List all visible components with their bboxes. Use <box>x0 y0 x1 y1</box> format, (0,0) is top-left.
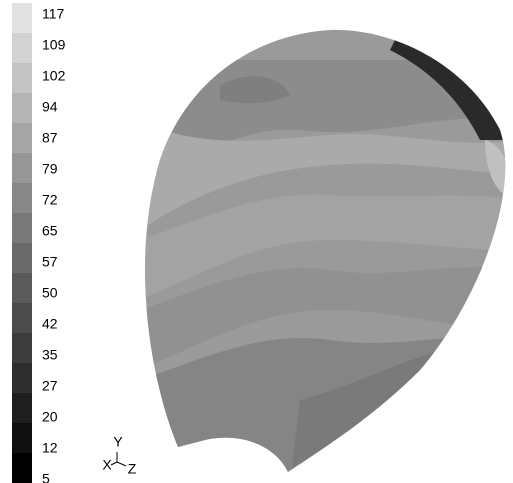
legend-label: 35 <box>42 347 58 363</box>
legend-swatch <box>12 33 32 63</box>
legend-label: 94 <box>42 99 58 115</box>
triad-line <box>117 462 126 466</box>
legend-label: 109 <box>42 37 66 53</box>
legend-label: 87 <box>42 130 58 146</box>
legend-swatch <box>12 273 32 303</box>
triad-line <box>111 462 117 465</box>
legend-swatch <box>12 363 32 393</box>
axis-triad: Y X Z <box>102 434 136 477</box>
triad-label: Z <box>128 461 137 477</box>
legend-label: 20 <box>42 409 58 425</box>
surface <box>140 30 513 483</box>
legend-label: 79 <box>42 161 58 177</box>
legend-swatch <box>12 393 32 423</box>
legend-label: 72 <box>42 192 58 208</box>
legend-label: 57 <box>42 254 58 270</box>
triad-label: X <box>102 457 112 473</box>
legend-swatch <box>12 183 32 213</box>
legend-label: 5 <box>42 471 50 483</box>
legend-swatch <box>12 213 32 243</box>
legend-swatch <box>12 333 32 363</box>
legend-label: 27 <box>42 378 58 394</box>
legend-label: 102 <box>42 68 66 84</box>
legend-swatch <box>12 243 32 273</box>
legend-swatch <box>12 123 32 153</box>
triad-label: Y <box>113 434 123 450</box>
legend-swatch <box>12 93 32 123</box>
legend-swatch <box>12 303 32 333</box>
legend-label: 50 <box>42 285 58 301</box>
legend-label: 117 <box>42 6 65 22</box>
legend-swatch <box>12 3 32 33</box>
legend-label: 12 <box>42 440 58 456</box>
legend-label: 42 <box>42 316 58 332</box>
legend-swatch <box>12 63 32 93</box>
legend-swatch <box>12 453 32 483</box>
legend-swatch <box>12 153 32 183</box>
contour-view: 117 109 102 94 87 79 72 65 57 50 42 35 27 20 12 5 Y X Z <box>0 0 513 483</box>
legend-swatch <box>12 423 32 453</box>
color-legend: 117 109 102 94 87 79 72 65 57 50 42 35 27 20 12 5 <box>12 3 66 483</box>
legend-label: 65 <box>42 223 58 239</box>
